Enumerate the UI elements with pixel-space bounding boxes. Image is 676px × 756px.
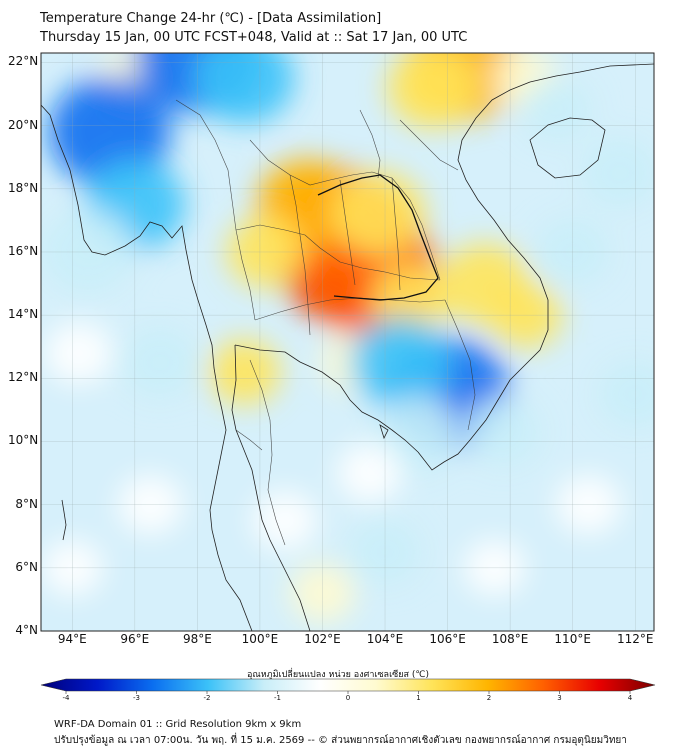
colorbar-tick-label: -3 bbox=[133, 694, 140, 702]
latitude-label: 6°N bbox=[15, 559, 38, 574]
warming-area bbox=[208, 339, 281, 405]
map-container bbox=[40, 52, 655, 632]
hainan-island bbox=[529, 117, 606, 179]
colorbar-bar bbox=[40, 678, 656, 692]
colorbar-tick-label: 3 bbox=[557, 694, 562, 702]
boundary-line bbox=[235, 429, 263, 451]
cooling-area bbox=[252, 490, 318, 551]
cooling-area bbox=[194, 53, 295, 124]
longitude-label: 94°E bbox=[57, 632, 87, 646]
boundary-line bbox=[249, 359, 286, 546]
andaman-islands bbox=[61, 499, 67, 541]
cooling-area bbox=[597, 359, 654, 429]
colorbar-tick-label: -4 bbox=[62, 694, 70, 702]
latitude-label: 4°N bbox=[15, 623, 38, 637]
longitude-label: 108°E bbox=[491, 632, 529, 646]
colorbar-tick-label: -1 bbox=[274, 694, 281, 702]
colorbar-tick-label: -2 bbox=[203, 694, 211, 702]
gulf-of-thailand-coast bbox=[234, 344, 419, 453]
temperature-change-map bbox=[40, 52, 655, 632]
boundary-line bbox=[235, 224, 441, 281]
vietnam-coast bbox=[417, 81, 549, 471]
china-coast bbox=[529, 63, 654, 83]
colorbar-tick-label: 2 bbox=[486, 694, 492, 702]
colorbar-title: อุณหภูมิเปลี่ยนแปลง หน่วย องศาเซลเซียส (… bbox=[246, 670, 430, 680]
cooling-area bbox=[466, 397, 542, 467]
national-boundaries bbox=[317, 174, 439, 301]
colorbar-tickmarks bbox=[65, 691, 631, 694]
map-subtitle: Thursday 15 Jan, 00 UTC FCST+048, Valid … bbox=[40, 30, 468, 45]
boundary-line bbox=[175, 99, 256, 321]
cooling-area bbox=[336, 443, 402, 503]
latitude-label: 14°N bbox=[8, 307, 39, 322]
longitude-label: 102°E bbox=[304, 632, 341, 646]
latitude-label: 10°N bbox=[8, 433, 39, 448]
colorbar-tick-label: 1 bbox=[416, 694, 421, 702]
colorbar bbox=[40, 678, 656, 694]
boundary-line bbox=[254, 297, 446, 321]
map-title: Temperature Change 24-hr (℃) - [Data Ass… bbox=[40, 11, 382, 26]
provincial-boundaries bbox=[175, 99, 476, 546]
longitude-label: 104°E bbox=[366, 632, 404, 646]
cooling-area bbox=[120, 326, 200, 399]
malay-west-coast bbox=[211, 529, 253, 631]
model-info: WRF-DA Domain 01 :: Grid Resolution 9km … bbox=[54, 719, 302, 730]
latitude-label: 22°N bbox=[8, 54, 39, 69]
latitude-label: 16°N bbox=[8, 243, 39, 258]
warming-area bbox=[332, 171, 426, 257]
latitude-label: 18°N bbox=[8, 180, 39, 195]
colorbar-tick-label: 0 bbox=[345, 694, 351, 702]
cooling-area bbox=[350, 316, 451, 409]
map-frame bbox=[40, 52, 655, 632]
boundary-line bbox=[359, 109, 381, 179]
cooling-area bbox=[520, 77, 594, 143]
boundary-line bbox=[391, 177, 401, 291]
phu-quoc-island bbox=[379, 424, 389, 440]
longitude-label: 100°E bbox=[241, 632, 279, 646]
cooling-area bbox=[44, 321, 113, 385]
myanmar-coast bbox=[41, 104, 227, 531]
longitude-label: 98°E bbox=[182, 632, 212, 646]
latitude-label: 8°N bbox=[15, 496, 38, 511]
gridlines bbox=[41, 53, 654, 631]
thailand-laos-border bbox=[317, 174, 439, 301]
warming-area bbox=[387, 53, 477, 129]
colorbar-tick-label: 4 bbox=[627, 694, 633, 702]
longitude-label: 112°E bbox=[616, 632, 654, 646]
longitude-label: 96°E bbox=[120, 632, 150, 646]
boundary-line bbox=[444, 299, 476, 431]
cooling-area bbox=[580, 137, 654, 210]
longitude-label: 110°E bbox=[554, 632, 591, 646]
boundary-line bbox=[399, 119, 459, 171]
update-credit: ปรับปรุงข้อมูล ณ เวลา 07:00น. วัน พฤ. ที… bbox=[54, 735, 627, 746]
boundary-line bbox=[249, 139, 441, 281]
longitude-label: 106°E bbox=[429, 632, 466, 646]
boundary-line bbox=[289, 174, 311, 336]
warming-area bbox=[370, 263, 450, 336]
temperature-field bbox=[41, 53, 654, 623]
coastlines bbox=[41, 63, 654, 631]
latitude-label: 20°N bbox=[8, 117, 39, 132]
latitude-label: 12°N bbox=[8, 370, 39, 385]
boundary-line bbox=[339, 179, 356, 286]
malay-peninsula-coast bbox=[231, 344, 311, 631]
